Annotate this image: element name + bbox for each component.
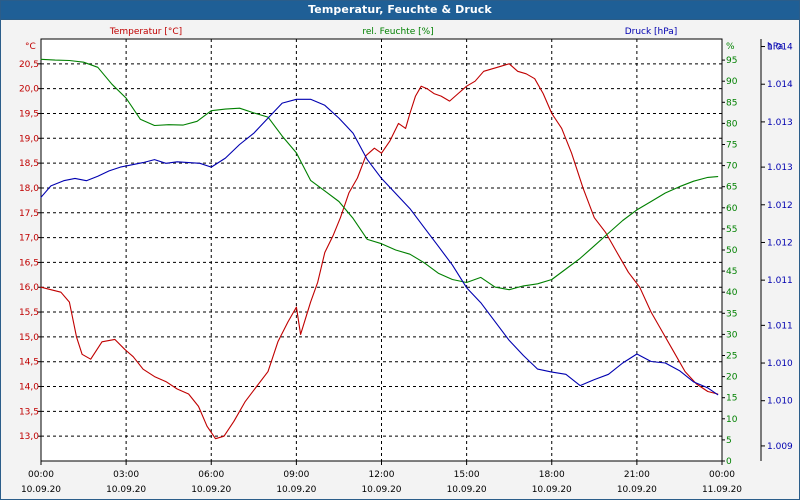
humidity-tick-label: 95: [726, 56, 737, 66]
humidity-tick-label: 75: [726, 141, 737, 151]
humidity-series-line: [40, 58, 719, 291]
humidity-tick-label: 10: [726, 415, 738, 425]
humidity-tick-label: 35: [726, 309, 737, 319]
temperature-tick-label: 20,5: [19, 60, 39, 70]
humidity-tick-label: 70: [726, 162, 738, 172]
humidity-tick-label: 25: [726, 352, 737, 362]
pressure-tick-label: 1.011: [767, 321, 793, 331]
temperature-tick-label: 15,5: [19, 308, 39, 318]
pressure-series-label: Druck [hPa]: [625, 27, 678, 37]
pressure-tick-label: 1.014: [767, 80, 793, 90]
humidity-tick-label: 60: [726, 204, 738, 214]
humidity-tick-label: 85: [726, 98, 737, 108]
temperature-tick-label: 17,0: [19, 234, 39, 244]
humidity-tick-label: 15: [726, 394, 737, 404]
temperature-tick-label: 15,0: [19, 333, 39, 343]
x-tick-time-label: 18:00: [539, 470, 565, 480]
chart-title: Temperatur, Feuchte & Druck: [1, 1, 799, 20]
humidity-tick-label: 90: [726, 77, 738, 87]
x-tick-time-label: 09:00: [283, 470, 309, 480]
temperature-tick-label: 14,0: [19, 383, 39, 393]
humidity-tick-label: 50: [726, 246, 738, 256]
temperature-tick-label: 20,0: [19, 85, 39, 95]
x-tick-date-label: 10.09.20: [532, 485, 572, 495]
pressure-tick-label: 1.011: [767, 276, 793, 286]
humidity-series-label: rel. Feuchte [%]: [362, 27, 433, 37]
temperature-tick-label: 18,5: [19, 159, 39, 169]
temperature-tick-label: 16,0: [19, 283, 39, 293]
humidity-tick-label: 80: [726, 119, 738, 129]
x-tick-time-label: 15:00: [454, 470, 480, 480]
humidity-tick-label: 30: [726, 330, 738, 340]
temperature-tick-label: 13,5: [19, 407, 39, 417]
humidity-tick-label: 55: [726, 225, 737, 235]
x-tick-date-label: 10.09.20: [447, 485, 487, 495]
temperature-tick-label: 19,5: [19, 109, 39, 119]
x-tick-date-label: 10.09.20: [276, 485, 316, 495]
pressure-tick-label: 1.010: [767, 397, 793, 407]
pressure-tick-label: 1.013: [767, 163, 793, 173]
pressure-series-line: [40, 98, 719, 396]
x-tick-time-label: 21:00: [624, 470, 650, 480]
pressure-tick-label: 1.009: [767, 442, 793, 452]
x-tick-date-label: 10.09.20: [191, 485, 231, 495]
humidity-tick-label: 45: [726, 267, 737, 277]
x-tick-date-label: 10.09.20: [617, 485, 657, 495]
x-tick-time-label: 12:00: [369, 470, 395, 480]
temperature-tick-label: 17,5: [19, 209, 39, 219]
humidity-tick-label: 40: [726, 288, 738, 298]
temperature-series-label: Temperatur [°C]: [109, 27, 182, 37]
humidity-tick-label: 5: [726, 436, 732, 446]
pressure-tick-label: 1.014: [767, 43, 793, 53]
pressure-unit-label: hPa: [767, 42, 783, 52]
temperature-tick-label: 16,5: [19, 258, 39, 268]
x-tick-date-label: 10.09.20: [106, 485, 146, 495]
humidity-tick-label: 65: [726, 183, 737, 193]
x-tick-time-label: 06:00: [198, 470, 224, 480]
temperature-series-line: [40, 63, 719, 440]
x-tick-time-label: 00:00: [709, 470, 735, 480]
x-tick-date-label: 10.09.20: [361, 485, 401, 495]
pressure-tick-label: 1.010: [767, 359, 793, 369]
temperature-tick-label: 18,0: [19, 184, 39, 194]
pressure-tick-label: 1.012: [767, 238, 793, 248]
x-tick-time-label: 00:00: [28, 470, 54, 480]
x-tick-time-label: 03:00: [113, 470, 139, 480]
x-tick-date-label: 11.09.20: [702, 485, 742, 495]
temperature-tick-label: 14,5: [19, 358, 39, 368]
temperature-unit-label: °C: [25, 42, 36, 52]
pressure-tick-label: 1.012: [767, 201, 793, 211]
temperature-tick-label: 19,0: [19, 134, 39, 144]
x-tick-date-label: 10.09.20: [21, 485, 61, 495]
humidity-tick-label: 20: [726, 373, 738, 383]
humidity-unit-label: %: [726, 42, 735, 52]
humidity-tick-label: 0: [726, 457, 732, 467]
temperature-tick-label: 13,0: [19, 432, 39, 442]
pressure-tick-label: 1.013: [767, 118, 793, 128]
